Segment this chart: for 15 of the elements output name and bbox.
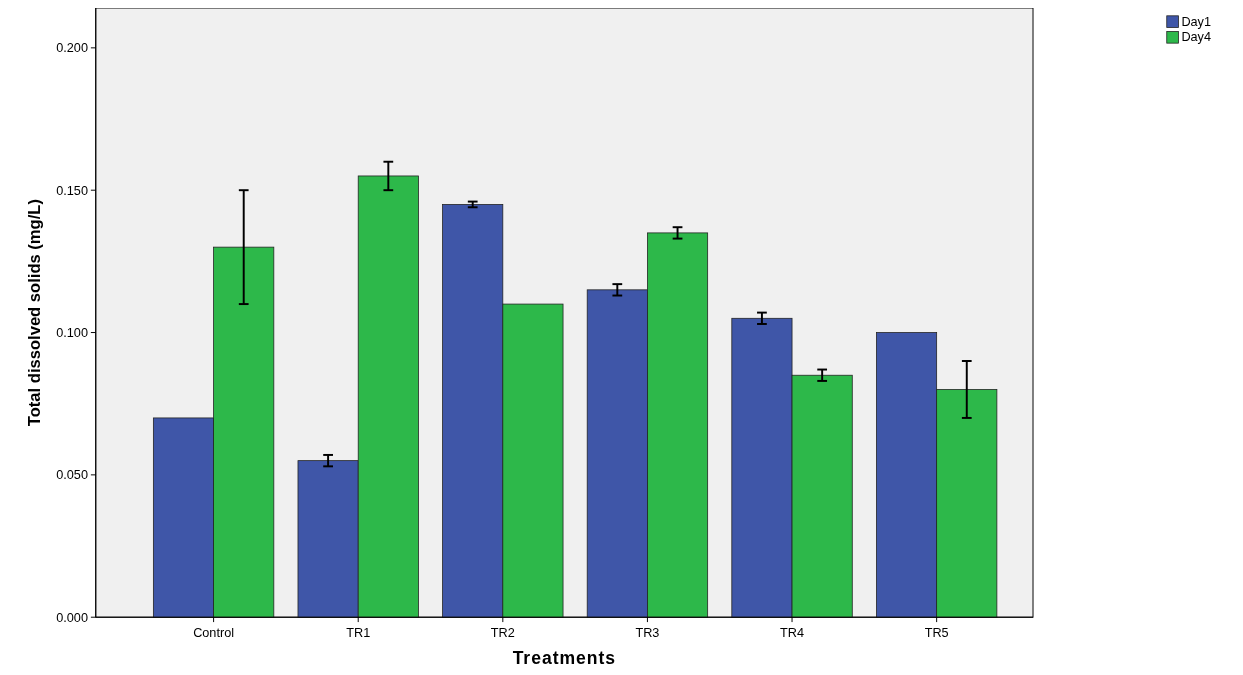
x-tick-label: Control	[193, 625, 235, 640]
legend-label: Day1	[1181, 14, 1212, 29]
x-tick-label: TR5	[924, 625, 949, 640]
y-tick-label: 0.000	[56, 610, 88, 625]
y-tick-label: 0.150	[56, 183, 88, 198]
legend-label: Day4	[1181, 30, 1212, 45]
y-tick-label: 0.100	[56, 325, 88, 340]
y-tick-label: 0.050	[56, 468, 88, 483]
x-tick-label: TR3	[635, 625, 660, 640]
x-tick-label: TR4	[780, 625, 805, 640]
y-tick-label: 0.200	[56, 41, 88, 56]
x-axis-title: Treatments	[512, 648, 617, 669]
y-axis-title: Total dissolved solids (mg/L)	[25, 199, 45, 427]
x-tick-label: TR2	[490, 625, 515, 640]
x-tick-label: TR1	[346, 625, 371, 640]
